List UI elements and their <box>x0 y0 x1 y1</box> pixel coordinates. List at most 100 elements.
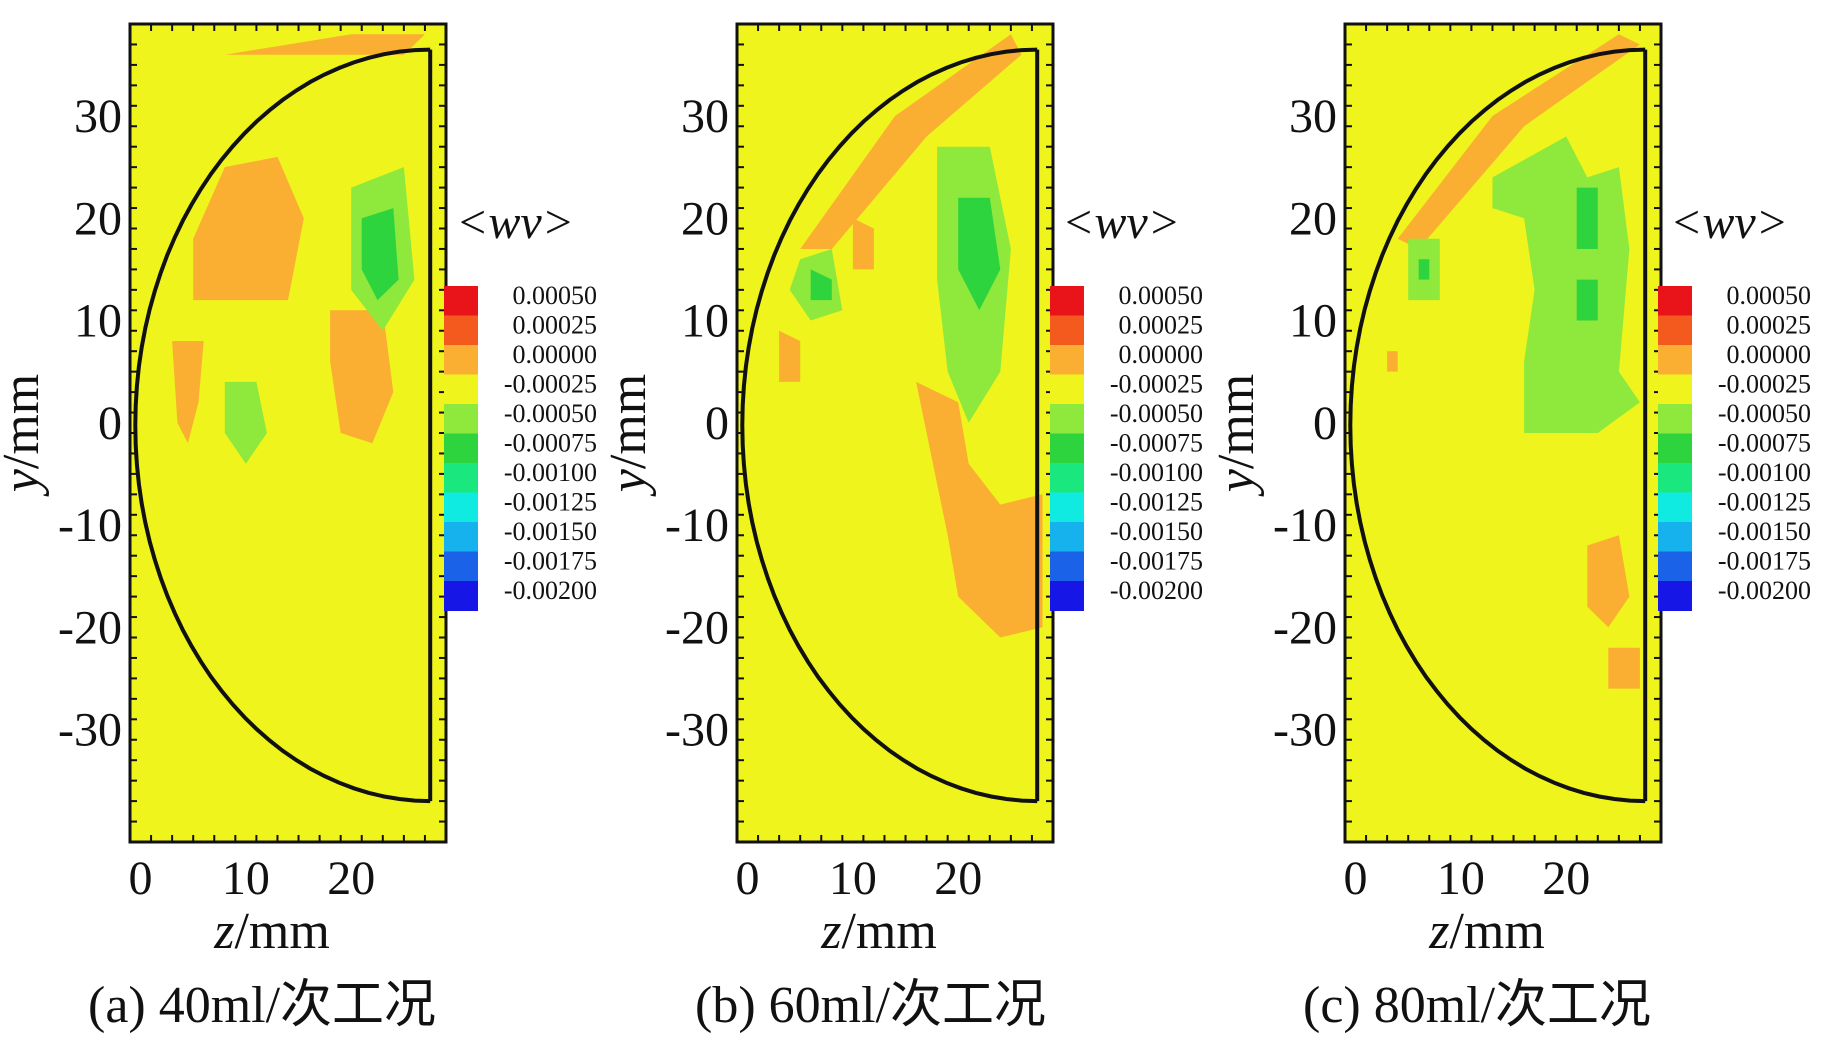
x-axis-var: z <box>820 903 841 960</box>
colorbar-label: 0.00000 <box>513 340 598 369</box>
contour-region <box>800 34 1022 250</box>
contour-region <box>1492 136 1640 433</box>
x-tick-label: 0 <box>736 852 760 905</box>
y-tick-label: -20 <box>58 601 122 654</box>
colorbar-swatch <box>1050 404 1084 434</box>
x-tick-label: 0 <box>1344 852 1368 905</box>
colorbar-swatch <box>1658 463 1692 493</box>
y-tick-label: -30 <box>1273 704 1337 757</box>
y-axis-label: y/mm <box>0 374 50 497</box>
colorbar-swatch <box>444 492 478 523</box>
colorbar-label: -0.00100 <box>504 458 597 487</box>
colorbar-swatch <box>1658 492 1692 523</box>
contour-region <box>361 208 399 301</box>
panel-caption: (a) 40ml/次工况 <box>88 977 436 1034</box>
colorbar-label: 0.00000 <box>1119 340 1204 369</box>
legend-title: <wv> <box>1670 196 1788 249</box>
colorbar-swatch <box>1050 286 1084 316</box>
colorbar-swatch <box>1050 374 1084 405</box>
x-axis-unit: /mm <box>1449 903 1544 960</box>
colorbar-swatch <box>1050 522 1084 552</box>
colorbar-swatch <box>444 433 478 464</box>
y-tick-label: -10 <box>665 499 729 552</box>
colorbar-label: -0.00175 <box>1110 547 1203 576</box>
y-tick-label: -10 <box>1273 499 1337 552</box>
colorbar-swatch <box>1658 315 1692 346</box>
colorbar-label: -0.00025 <box>1110 370 1203 399</box>
colorbar-label: -0.00200 <box>1718 576 1811 605</box>
y-axis-unit: /mm <box>600 374 657 469</box>
y-axis-var: y <box>1208 468 1265 497</box>
x-tick-label: 10 <box>222 852 270 905</box>
y-axis-var: y <box>600 468 657 497</box>
contour-region <box>1387 351 1398 372</box>
colorbar-label: -0.00175 <box>1718 547 1811 576</box>
boundary-arc <box>740 47 1038 804</box>
colorbar-label: 0.00050 <box>513 281 598 310</box>
y-tick-label: 10 <box>681 295 729 348</box>
y-tick-label: 20 <box>74 192 122 245</box>
colorbar-swatch <box>1050 551 1084 582</box>
y-tick-label: -30 <box>58 704 122 757</box>
boundary-arc <box>133 47 431 804</box>
y-axis-unit: /mm <box>1208 374 1265 469</box>
colorbar-label: -0.00150 <box>1110 517 1203 546</box>
contour-region <box>779 330 801 382</box>
x-tick-label: 20 <box>327 852 375 905</box>
x-axis-label: z/mm <box>1428 903 1545 960</box>
colorbar-label: -0.00125 <box>504 488 597 517</box>
contour-region <box>958 197 1001 311</box>
contour-region <box>1587 535 1630 628</box>
x-tick-label: 20 <box>1542 852 1590 905</box>
colorbar-swatch <box>1658 433 1692 464</box>
contour-regions <box>1387 34 1640 689</box>
colorbar-swatch <box>1050 492 1084 523</box>
contour-region <box>810 269 832 301</box>
colorbar: 0.000500.000250.00000-0.00025-0.00050-0.… <box>1050 281 1203 611</box>
colorbar-label: -0.00125 <box>1718 488 1811 517</box>
y-tick-label: 30 <box>74 90 122 143</box>
y-tick-label: 30 <box>681 90 729 143</box>
x-axis-label: z/mm <box>820 903 937 960</box>
colorbar-label: -0.00150 <box>1718 517 1811 546</box>
colorbar-swatch <box>1050 433 1084 464</box>
colorbar-swatch <box>1658 551 1692 582</box>
y-tick-label: 30 <box>1289 90 1337 143</box>
colorbar-label: -0.00200 <box>1110 576 1203 605</box>
plot-background <box>1345 24 1661 842</box>
y-axis-unit: /mm <box>0 374 50 469</box>
y-tick-label: -30 <box>665 704 729 757</box>
x-tick-label: 10 <box>829 852 877 905</box>
panel-a: 3020100-10-20-3001020z/mmy/mm<wv>0.00050… <box>0 22 597 1034</box>
colorbar-label: -0.00025 <box>1718 370 1811 399</box>
contour-regions <box>172 34 425 464</box>
contour-region <box>1397 34 1640 250</box>
colorbar-label: -0.00125 <box>1110 488 1203 517</box>
contour-region <box>193 156 304 301</box>
x-tick-label: 0 <box>129 852 153 905</box>
colorbar-swatch <box>1658 404 1692 434</box>
x-tick-label: 10 <box>1437 852 1485 905</box>
y-axis-label: y/mm <box>1208 374 1265 497</box>
boundary-arc <box>1348 47 1646 804</box>
colorbar-swatch <box>444 463 478 493</box>
colorbar-swatch <box>1658 581 1692 611</box>
x-axis-unit: /mm <box>841 903 936 960</box>
colorbar: 0.000500.000250.00000-0.00025-0.00050-0.… <box>444 281 597 611</box>
contour-region <box>916 381 1043 638</box>
colorbar-swatch <box>444 551 478 582</box>
y-tick-label: -10 <box>58 499 122 552</box>
colorbar-label: -0.00050 <box>504 399 597 428</box>
colorbar-swatch <box>444 286 478 316</box>
y-tick-label: 10 <box>74 295 122 348</box>
x-axis-label: z/mm <box>213 903 330 960</box>
legend-title: <wv> <box>456 196 574 249</box>
colorbar-swatch <box>1658 522 1692 552</box>
colorbar-label: 0.00025 <box>513 311 598 340</box>
colorbar-swatch <box>444 404 478 434</box>
contour-regions <box>779 34 1043 638</box>
x-tick-label: 20 <box>934 852 982 905</box>
panel-caption: (b) 60ml/次工况 <box>695 977 1046 1034</box>
